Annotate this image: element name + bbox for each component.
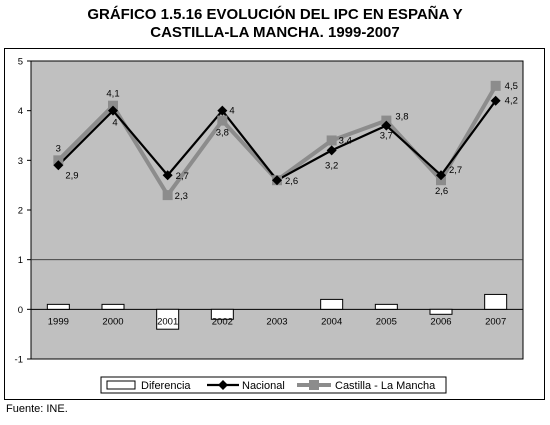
bar-diferencia (156, 308, 180, 330)
y-tick-label: 3 (18, 156, 23, 167)
marker-nacional (272, 175, 282, 186)
x-tick-label: 2001 (157, 316, 178, 327)
marker-nacional (53, 160, 64, 171)
data-label-castilla-la-mancha: 2,6 (435, 186, 448, 197)
x-tick-label: 2006 (430, 316, 451, 327)
data-label-castilla-la-mancha: 3,8 (216, 128, 229, 139)
data-label-castilla-la-mancha: 2,6 (285, 176, 298, 187)
marker-nacional (326, 145, 337, 156)
chart-frame: -1 0 1 2 3 4 5 1999 2000 2001 2002 2003 2004 2005 2006… (4, 48, 545, 400)
legend-label-diferencia: Diferencia (141, 380, 191, 392)
marker-nacional (490, 95, 501, 106)
data-label-castilla-la-mancha: 2,3 (175, 191, 188, 202)
bar-diferencia (101, 303, 125, 310)
legend-swatch-nacional-marker (218, 380, 228, 390)
x-tick-label: 2007 (485, 316, 506, 327)
chart-title-line-1: GRÁFICO 1.5.16 EVOLUCIÓN DEL IPC EN ESPA… (87, 6, 463, 23)
data-label-nacional: 3,7 (380, 131, 393, 142)
bar-diferencia (429, 308, 453, 315)
data-label-castilla-la-mancha: 3 (56, 143, 61, 154)
bar-diferencia (484, 293, 508, 310)
marker-castilla-la-mancha (162, 190, 173, 201)
x-tick-label: 2002 (212, 316, 233, 327)
data-label-castilla-la-mancha: 3,4 (339, 135, 352, 146)
marker-nacional (162, 170, 173, 181)
data-label-castilla-la-mancha: 3,8 (395, 112, 408, 123)
marker-nacional (217, 105, 228, 116)
y-tick-label: 1 (18, 255, 23, 266)
legend-box (100, 376, 447, 394)
x-tick-label: 2005 (376, 316, 397, 327)
legend-label-castilla-la-mancha: Castilla - La Mancha (335, 380, 436, 392)
bar-diferencia (320, 298, 344, 310)
x-tick-label: 2003 (266, 316, 287, 327)
x-tick-label: 1999 (48, 316, 69, 327)
marker-nacional (108, 105, 118, 116)
y-tick-label: 5 (18, 57, 23, 68)
ipc-chart: -1 0 1 2 3 4 5 1999 2000 2001 2002 2003 2004 2005 2006… (15, 57, 524, 394)
chart-title-line-2: CASTILLA-LA MANCHA. 1999-2007 (150, 24, 400, 41)
marker-castilla-la-mancha (217, 115, 228, 126)
x-tick-label: 2000 (102, 316, 123, 327)
x-tick-label: 2004 (321, 316, 342, 327)
legend-swatch-diferencia (106, 380, 136, 390)
legend-swatch-castilla-marker (309, 380, 319, 390)
bar-diferencia (46, 303, 70, 310)
marker-castilla-la-mancha (490, 80, 501, 91)
data-label-nacional: 2,9 (65, 170, 78, 181)
data-label-castilla-la-mancha: 4,1 (106, 89, 119, 100)
legend-label-nacional: Nacional (242, 380, 285, 392)
data-label-nacional: 4 (112, 118, 117, 129)
data-label-nacional: 2,7 (449, 165, 462, 176)
data-label-nacional: 4 (229, 106, 234, 117)
data-label-nacional: 3,2 (325, 160, 338, 171)
bar-diferencia (210, 308, 234, 320)
y-tick-label: 2 (18, 206, 23, 217)
marker-nacional (436, 170, 446, 181)
source-note: Fuente: INE. (6, 403, 68, 415)
bar-diferencia (374, 303, 398, 310)
y-tick-label: 4 (18, 106, 23, 117)
y-tick-label: 0 (18, 305, 23, 316)
marker-castilla-la-mancha (326, 135, 337, 146)
data-label-nacional: 4,2 (505, 96, 518, 107)
data-label-castilla-la-mancha: 4,5 (505, 81, 518, 92)
data-label-nacional: 2,7 (176, 171, 189, 182)
marker-nacional (381, 120, 392, 131)
y-tick-label: -1 (15, 355, 23, 366)
